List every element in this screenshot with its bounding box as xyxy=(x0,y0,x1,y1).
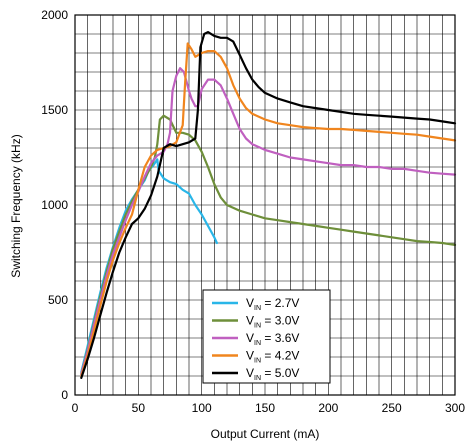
series-layer xyxy=(80,31,457,379)
x-tick-label: 300 xyxy=(445,401,465,415)
series-line-4 xyxy=(80,31,457,379)
y-tick-label: 1500 xyxy=(41,103,68,117)
series-line-0 xyxy=(80,158,218,374)
y-tick-label: 2000 xyxy=(41,8,68,22)
y-tick-label: 0 xyxy=(61,388,68,402)
series-line-1 xyxy=(80,114,457,376)
legend-label-3: VIN = 4.2V xyxy=(246,349,299,365)
y-tick-label: 500 xyxy=(48,293,68,307)
x-tick-label: 50 xyxy=(132,401,146,415)
x-tick-label: 150 xyxy=(255,401,275,415)
x-tick-label: 0 xyxy=(72,401,79,415)
legend-label-4: VIN = 5.0V xyxy=(246,366,299,382)
y-axis-title: Switching Frequency (kHz) xyxy=(9,134,23,277)
plot-frame xyxy=(74,14,456,396)
series-line-3 xyxy=(80,42,457,378)
legend-label-1: VIN = 3.0V xyxy=(246,314,299,330)
x-tick-labels: 0 50 100 150 200 250 300 xyxy=(72,401,466,415)
y-tick-label: 1000 xyxy=(41,198,68,212)
x-tick-label: 200 xyxy=(318,401,338,415)
x-tick-label: 100 xyxy=(192,401,212,415)
legend-label-0: VIN = 2.7V xyxy=(246,296,299,312)
y-tick-labels: 0 500 1000 1500 2000 xyxy=(41,8,68,402)
x-tick-label: 250 xyxy=(382,401,402,415)
x-axis-title: Output Current (mA) xyxy=(211,427,320,441)
series-line-2 xyxy=(80,67,457,376)
legend-label-2: VIN = 3.6V xyxy=(246,331,299,347)
legend-box xyxy=(202,289,331,384)
